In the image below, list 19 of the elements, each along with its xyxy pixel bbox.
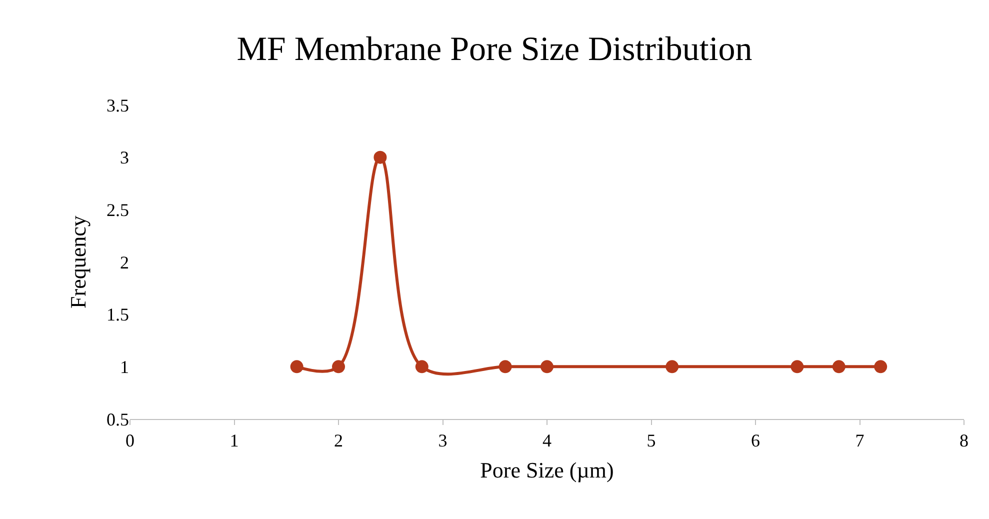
y-tick-label: 0.5	[106, 409, 129, 430]
x-axis-title: Pore Size (µm)	[480, 458, 614, 482]
y-tick-label: 3.5	[106, 95, 129, 116]
x-tick-label: 5	[646, 430, 656, 451]
x-tick-label: 4	[542, 430, 552, 451]
x-tick-label: 0	[126, 430, 134, 451]
x-tick-label: 1	[230, 430, 239, 451]
y-tick-label: 2.5	[106, 200, 129, 220]
x-tick-label: 3	[438, 430, 448, 451]
y-tick-label: 1	[120, 356, 129, 377]
x-tick-label: 6	[751, 430, 760, 451]
y-axis-title: Frequency	[65, 216, 90, 308]
x-tick-label: 8	[960, 430, 968, 451]
y-tick-label: 1.5	[106, 304, 129, 325]
y-tick-label: 3	[120, 148, 129, 168]
chart-title: MF Membrane Pore Size Distribution	[236, 31, 752, 68]
x-tick-label: 2	[334, 430, 343, 451]
x-tick-label: 7	[855, 430, 864, 451]
y-tick-label: 2	[120, 252, 129, 272]
